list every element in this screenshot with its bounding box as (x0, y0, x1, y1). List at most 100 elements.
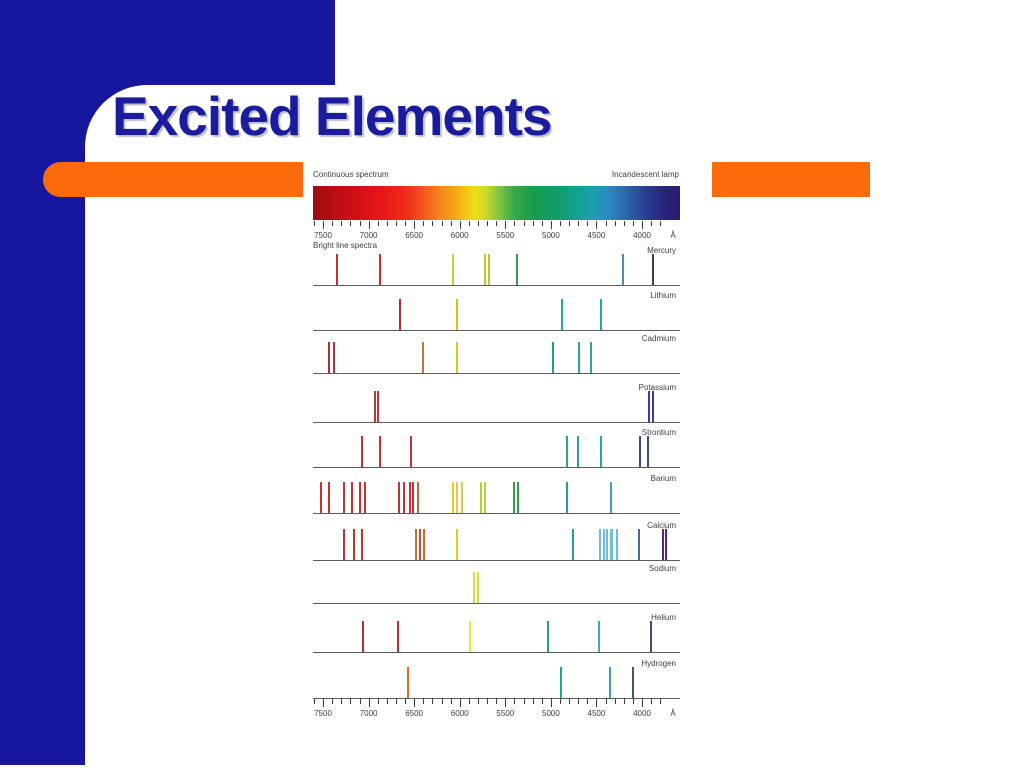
minor-tick (496, 221, 498, 226)
minor-tick (651, 699, 653, 704)
emission-line (327, 342, 330, 373)
emission-line (590, 342, 592, 373)
minor-tick (341, 699, 343, 704)
emission-line (566, 482, 569, 513)
emission-line (456, 482, 458, 513)
minor-tick (541, 221, 543, 226)
emission-line (398, 482, 401, 513)
minor-tick (423, 221, 425, 226)
element-label-potassium: Potassium (638, 383, 676, 392)
emission-line (461, 482, 463, 513)
emission-line (638, 529, 641, 560)
minor-tick (614, 221, 616, 226)
minor-tick (560, 221, 561, 226)
emission-line (469, 621, 472, 652)
spectrum-baseline (313, 467, 680, 468)
minor-tick (514, 221, 516, 226)
emission-line (456, 342, 458, 373)
spectrum-baseline (313, 330, 680, 331)
minor-tick (514, 699, 516, 704)
spectrum-baseline (313, 513, 680, 514)
emission-line (451, 254, 454, 285)
minor-tick (405, 221, 406, 226)
minor-tick (660, 221, 662, 226)
element-label-mercury: Mercury (647, 246, 676, 255)
minor-tick (487, 221, 489, 226)
minor-tick (623, 699, 625, 704)
minor-tick (432, 221, 434, 226)
emission-line (476, 572, 479, 603)
emission-line (661, 529, 664, 560)
spectrum-baseline (313, 373, 680, 374)
minor-tick (386, 699, 388, 704)
element-label-calcium: Calcium (647, 521, 676, 530)
minor-tick (450, 221, 452, 226)
emission-line (651, 391, 654, 422)
major-tick (642, 221, 643, 229)
incandescent-lamp-label: Incandescent lamp (611, 170, 679, 179)
minor-tick (487, 699, 489, 704)
spectrum-baseline (313, 285, 680, 286)
emission-line (421, 342, 424, 373)
emission-line (399, 299, 401, 330)
emission-line (412, 482, 415, 513)
minor-tick (496, 699, 498, 704)
emission-line (664, 529, 667, 560)
emission-line (415, 529, 417, 560)
spectrum-baseline (313, 698, 680, 699)
axis-tick-label: 5000 (541, 231, 560, 240)
major-tick (368, 221, 370, 229)
emission-line (598, 621, 601, 652)
emission-line (487, 254, 490, 285)
minor-tick (569, 699, 571, 704)
emission-line (417, 482, 420, 513)
spectra-figure: Continuous spectrum Incandescent lamp 75… (303, 150, 712, 728)
axis-tick-label: 5000 (541, 709, 560, 718)
emission-line (423, 529, 426, 560)
spectrum-baseline (313, 603, 680, 604)
emission-line (650, 621, 653, 652)
element-label-hydrogen: Hydrogen (641, 659, 676, 668)
emission-line (361, 621, 364, 652)
major-tick (323, 699, 324, 707)
axis-tick-label: 7000 (359, 709, 378, 718)
axis-tick-label: 7500 (314, 709, 332, 718)
axis-tick-label: 5500 (496, 231, 515, 240)
emission-line (410, 436, 412, 467)
minor-tick (359, 699, 361, 704)
minor-tick (560, 699, 561, 704)
minor-tick (468, 699, 470, 704)
emission-line (353, 529, 356, 560)
major-tick (550, 221, 552, 229)
emission-line (456, 299, 458, 330)
emission-line (358, 482, 361, 513)
minor-tick (587, 699, 589, 704)
emission-line (516, 254, 519, 285)
minor-tick (623, 221, 625, 226)
spectrum-baseline (313, 652, 680, 653)
emission-line (363, 482, 366, 513)
emission-line (512, 482, 515, 513)
emission-line (484, 482, 487, 513)
emission-line (576, 436, 579, 467)
minor-tick (477, 221, 479, 226)
emission-line (456, 529, 458, 560)
major-tick (505, 699, 507, 707)
minor-tick (350, 221, 352, 226)
emission-line (377, 391, 380, 422)
emission-line (609, 529, 612, 560)
minor-tick (313, 699, 315, 704)
emission-line (631, 667, 634, 698)
emission-line (639, 436, 642, 467)
minor-tick (359, 221, 361, 226)
axis-tick-label: 5500 (496, 709, 515, 718)
minor-tick (405, 699, 406, 704)
minor-tick (432, 699, 434, 704)
emission-line (360, 529, 363, 560)
minor-tick (332, 221, 334, 226)
emission-line (335, 254, 338, 285)
emission-line (578, 342, 581, 373)
minor-tick (477, 699, 479, 704)
emission-line (320, 482, 323, 513)
